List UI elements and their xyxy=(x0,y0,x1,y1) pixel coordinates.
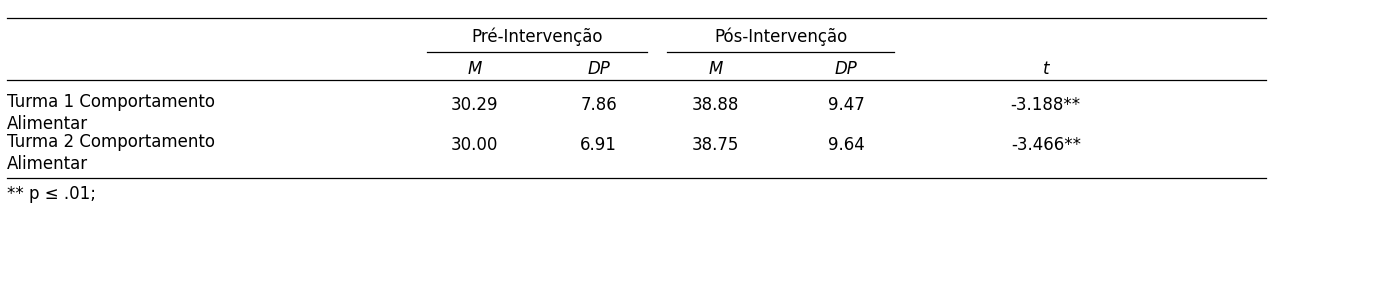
Text: 6.91: 6.91 xyxy=(581,136,616,154)
Text: Alimentar: Alimentar xyxy=(7,115,88,133)
Text: 30.29: 30.29 xyxy=(451,96,498,114)
Text: 9.64: 9.64 xyxy=(828,136,864,154)
Text: 38.75: 38.75 xyxy=(692,136,739,154)
Text: DP: DP xyxy=(588,60,610,78)
Text: M: M xyxy=(468,60,482,78)
Text: Turma 1 Comportamento: Turma 1 Comportamento xyxy=(7,93,215,111)
Text: 38.88: 38.88 xyxy=(692,96,739,114)
Text: Pré-Intervenção: Pré-Intervenção xyxy=(471,28,603,46)
Text: 30.00: 30.00 xyxy=(451,136,498,154)
Text: Pós-Intervenção: Pós-Intervenção xyxy=(714,28,848,46)
Text: -3.188**: -3.188** xyxy=(1011,96,1080,114)
Text: t: t xyxy=(1043,60,1049,78)
Text: DP: DP xyxy=(835,60,857,78)
Text: Turma 2 Comportamento: Turma 2 Comportamento xyxy=(7,133,215,151)
Text: 9.47: 9.47 xyxy=(828,96,864,114)
Text: 7.86: 7.86 xyxy=(581,96,616,114)
Text: Alimentar: Alimentar xyxy=(7,155,88,173)
Text: ** p ≤ .01;: ** p ≤ .01; xyxy=(7,185,96,203)
Text: -3.466**: -3.466** xyxy=(1011,136,1080,154)
Text: M: M xyxy=(709,60,722,78)
